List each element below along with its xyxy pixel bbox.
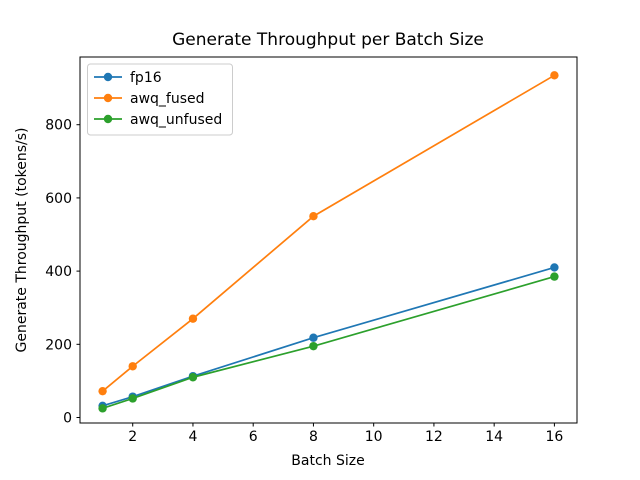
x-axis-label: Batch Size	[291, 453, 365, 469]
legend-marker-awq_fused	[103, 93, 113, 103]
y-tick-label: 800	[45, 118, 72, 134]
x-tick-label: 8	[309, 429, 318, 445]
x-tick-label: 4	[188, 429, 197, 445]
legend-label-fp16: fp16	[130, 70, 162, 86]
data-point-awq_unfused-x2	[128, 394, 137, 403]
legend-box	[87, 63, 233, 136]
series-line-awq_unfused	[102, 275, 555, 410]
x-tick-label: 6	[249, 429, 258, 445]
y-tick-label: 400	[45, 264, 72, 280]
legend-label-awq_fused: awq_fused	[130, 91, 205, 107]
x-tick-label: 16	[545, 429, 563, 445]
x-tick-label: 10	[365, 429, 383, 445]
axes-frame	[79, 56, 578, 424]
legend-marker-awq_unfused	[103, 114, 113, 124]
legend: fp16 awq_fused awq_unfused	[87, 63, 233, 136]
data-point-awq_fused-x2	[128, 362, 137, 371]
chart-title: Generate Throughput per Batch Size	[172, 30, 484, 50]
x-tick-label: 12	[425, 429, 443, 445]
x-tick-label: 14	[485, 429, 503, 445]
y-tick-label: 200	[45, 337, 72, 353]
y-tick-label: 600	[45, 191, 72, 207]
data-point-awq_unfused-x8	[309, 341, 318, 351]
data-point-fp16-x8	[309, 333, 318, 342]
data-point-fp16-x16	[550, 263, 559, 272]
data-point-awq_fused-x16	[550, 71, 559, 80]
x-tick-label: 2	[128, 429, 137, 445]
data-point-awq_fused-x8	[309, 212, 318, 221]
data-point-awq_unfused-x4	[188, 373, 198, 382]
y-tick-label: 0	[63, 411, 72, 427]
legend-label-awq_unfused: awq_unfused	[130, 112, 222, 128]
legend-marker-fp16	[103, 72, 113, 82]
data-point-awq_fused-x1	[98, 386, 107, 396]
data-point-awq_fused-x4	[188, 314, 198, 323]
data-point-awq_unfused-x16	[550, 272, 559, 281]
data-point-awq_unfused-x1	[98, 404, 107, 413]
